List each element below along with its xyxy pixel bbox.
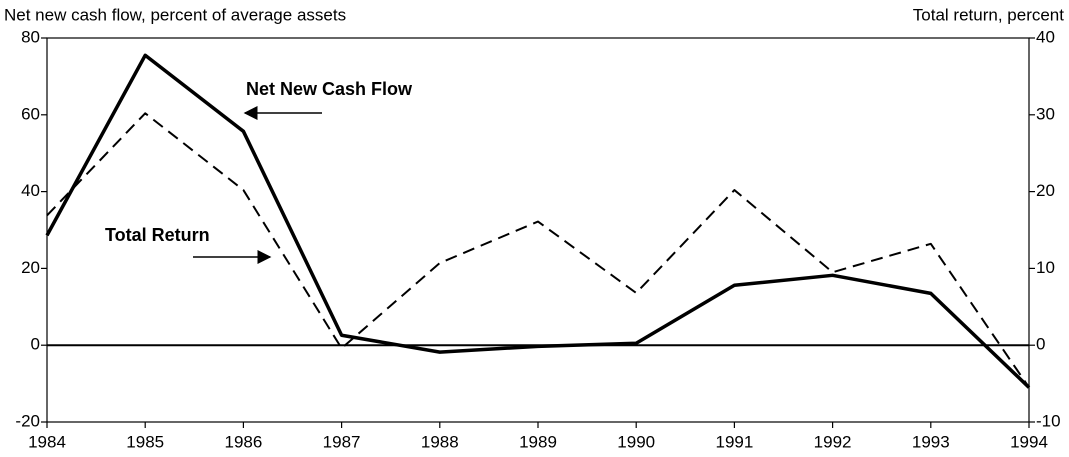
annotation: Total Return	[105, 225, 210, 245]
x-tick-label: 1990	[617, 432, 655, 451]
x-tick-label: 1987	[323, 432, 361, 451]
x-tick-label: 1988	[421, 432, 459, 451]
y2-axis-label: Total return, percent	[913, 5, 1064, 24]
y2-tick-label: 40	[1036, 27, 1055, 46]
x-tick-label: 1992	[814, 432, 852, 451]
x-tick-label: 1986	[224, 432, 262, 451]
y-tick-label: -20	[15, 411, 40, 430]
x-tick-label: 1994	[1010, 432, 1048, 451]
series-line	[46, 112, 1030, 389]
annotation: Net New Cash Flow	[246, 79, 413, 99]
y-tick-label: 40	[21, 181, 40, 200]
y-tick-label: 60	[21, 104, 40, 123]
y-tick-label: 80	[21, 27, 40, 46]
x-tick-label: 1993	[912, 432, 950, 451]
x-tick-label: 1991	[715, 432, 753, 451]
y2-tick-label: 30	[1036, 104, 1055, 123]
x-tick-label: 1985	[126, 432, 164, 451]
x-tick-label: 1989	[519, 432, 557, 451]
y-tick-label: 20	[21, 258, 40, 277]
x-tick-label: 1984	[28, 432, 66, 451]
y-axis-label: Net new cash flow, percent of average as…	[4, 5, 346, 24]
y2-tick-label: -10	[1036, 411, 1061, 430]
y2-tick-label: 0	[1036, 335, 1045, 354]
series-line	[45, 53, 1031, 389]
y2-tick-label: 10	[1036, 258, 1055, 277]
y-tick-label: 0	[31, 335, 40, 354]
y2-tick-label: 20	[1036, 181, 1055, 200]
